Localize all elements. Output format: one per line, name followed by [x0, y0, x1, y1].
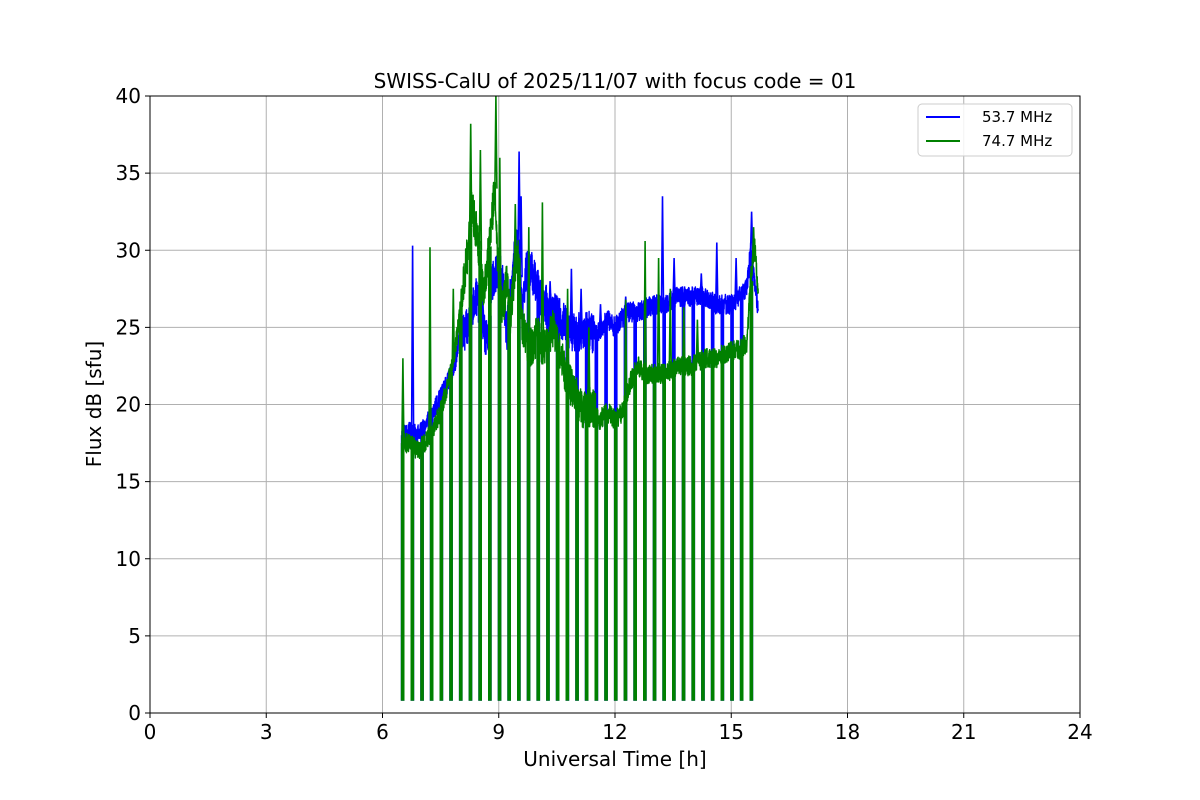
x-tick-label-9: 9 [492, 720, 505, 744]
x-tick-label-15: 15 [719, 720, 744, 744]
x-axis: 0 3 6 9 12 15 18 21 24 [144, 713, 1093, 744]
x-tick-label-3: 3 [260, 720, 273, 744]
y-tick-label-35: 35 [116, 161, 141, 185]
chart-title: SWISS-CalU of 2025/11/07 with focus code… [374, 69, 857, 93]
legend: 53.7 MHz 74.7 MHz [917, 103, 1073, 157]
series-layer [400, 95, 760, 701]
x-tick-label-18: 18 [835, 720, 860, 744]
y-tick-label-30: 30 [116, 238, 141, 262]
y-tick-label-20: 20 [116, 393, 141, 417]
y-tick-label-25: 25 [116, 315, 141, 339]
y-tick-label-0: 0 [128, 701, 141, 725]
x-tick-label-21: 21 [951, 720, 976, 744]
x-tick-label-6: 6 [376, 720, 389, 744]
legend-label-74-7-mhz: 74.7 MHz [982, 132, 1052, 150]
x-tick-label-12: 12 [602, 720, 627, 744]
y-tick-label-5: 5 [128, 624, 141, 648]
y-axis: 0 5 10 15 20 25 30 35 40 [116, 84, 150, 725]
y-tick-label-10: 10 [116, 547, 141, 571]
y-axis-label: Flux dB [sfu] [82, 341, 106, 467]
x-axis-label: Universal Time [h] [523, 747, 706, 771]
x-tick-label-24: 24 [1067, 720, 1092, 744]
x-tick-label-0: 0 [144, 720, 157, 744]
calibration-dips-74-7-mhz [400, 227, 754, 701]
y-tick-label-40: 40 [116, 84, 141, 108]
y-tick-label-15: 15 [116, 470, 141, 494]
legend-label-53-7-mhz: 53.7 MHz [982, 108, 1052, 126]
spikes-74-7-mhz [401, 95, 756, 444]
